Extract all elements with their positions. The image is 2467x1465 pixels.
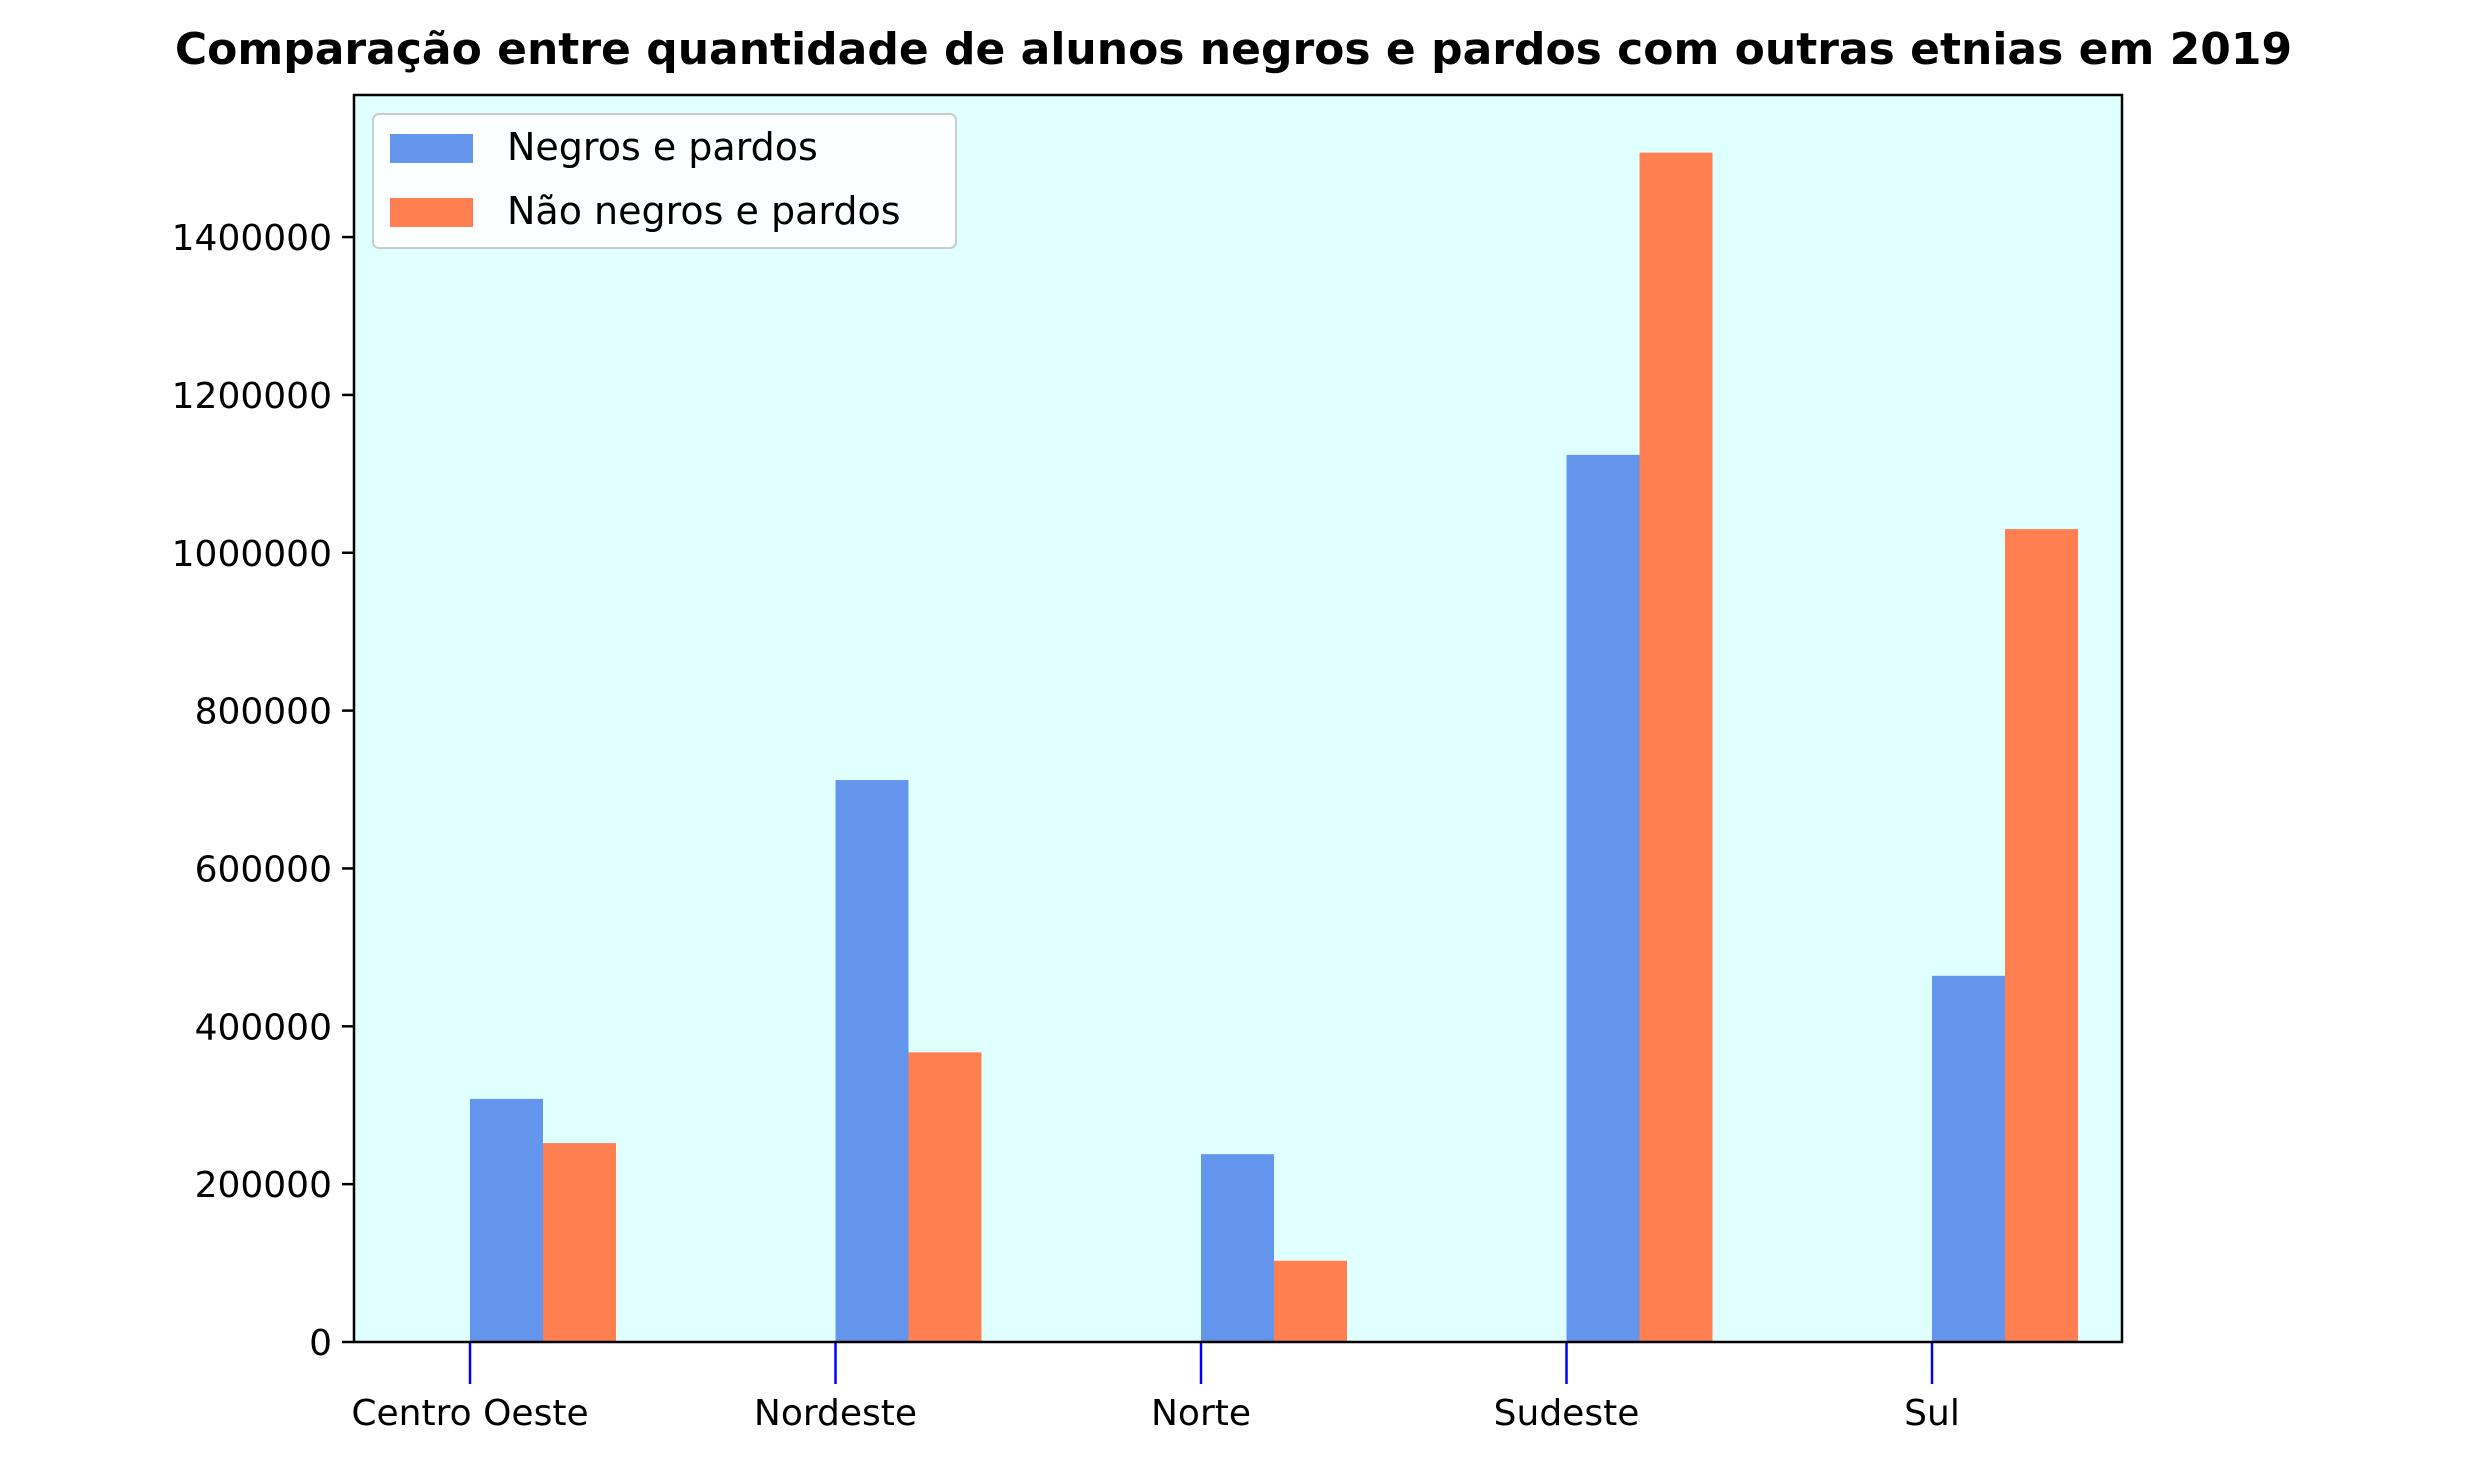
- chart-title: Comparação entre quantidade de alunos ne…: [174, 24, 2293, 75]
- y-tick-label: 1400000: [172, 218, 332, 259]
- plot-frame: [352, 93, 2124, 1344]
- bar-negros-e-pardos-nordeste: [835, 780, 909, 1342]
- bar-nao-negros-e-pardos-nordeste: [908, 1052, 982, 1342]
- y-tick-label: 600000: [195, 849, 332, 890]
- y-tick-label: 1000000: [172, 534, 332, 575]
- legend-swatch: [390, 198, 473, 227]
- legend-swatch: [390, 134, 473, 163]
- y-tick-label: 1200000: [172, 376, 332, 417]
- bar-negros-e-pardos-sudeste: [1566, 454, 1640, 1342]
- x-tick-label-sudeste: Sudeste: [1494, 1393, 1640, 1434]
- bar-negros-e-pardos-norte: [1201, 1154, 1274, 1342]
- legend-label: Não negros e pardos: [507, 189, 901, 233]
- y-tick-label: 0: [309, 1323, 332, 1364]
- x-tick-label-norte: Norte: [1151, 1393, 1251, 1434]
- bar-nao-negros-e-pardos-sul: [2005, 529, 2078, 1342]
- bar-nao-negros-e-pardos-norte: [1274, 1260, 1347, 1342]
- legend-box: [372, 113, 957, 249]
- x-axis: Centro Oeste Nordeste Norte Sudeste Sul: [351, 1342, 1960, 1434]
- bars-layer: [470, 152, 2078, 1343]
- y-axis: 0 200000 400000 600000 800000 1000000 1200000 1…: [172, 218, 354, 1364]
- plot-area: [354, 95, 2122, 1342]
- legend: Negros e pardos Não negros e pardos: [372, 113, 957, 249]
- y-tick-label: 800000: [195, 692, 332, 733]
- y-tick-label: 200000: [195, 1165, 332, 1206]
- bar-negros-e-pardos-sul: [1932, 975, 2005, 1342]
- x-tick-label-nordeste: Nordeste: [754, 1393, 917, 1434]
- x-tick-label-centro-oeste: Centro Oeste: [351, 1393, 588, 1434]
- y-tick-label: 400000: [195, 1007, 332, 1048]
- bar-nao-negros-e-pardos-sudeste: [1639, 152, 1713, 1343]
- legend-label: Negros e pardos: [507, 125, 818, 169]
- bar-nao-negros-e-pardos-centro-oeste: [543, 1143, 616, 1342]
- x-tick-label-sul: Sul: [1904, 1393, 1960, 1434]
- bar-negros-e-pardos-centro-oeste: [470, 1098, 543, 1342]
